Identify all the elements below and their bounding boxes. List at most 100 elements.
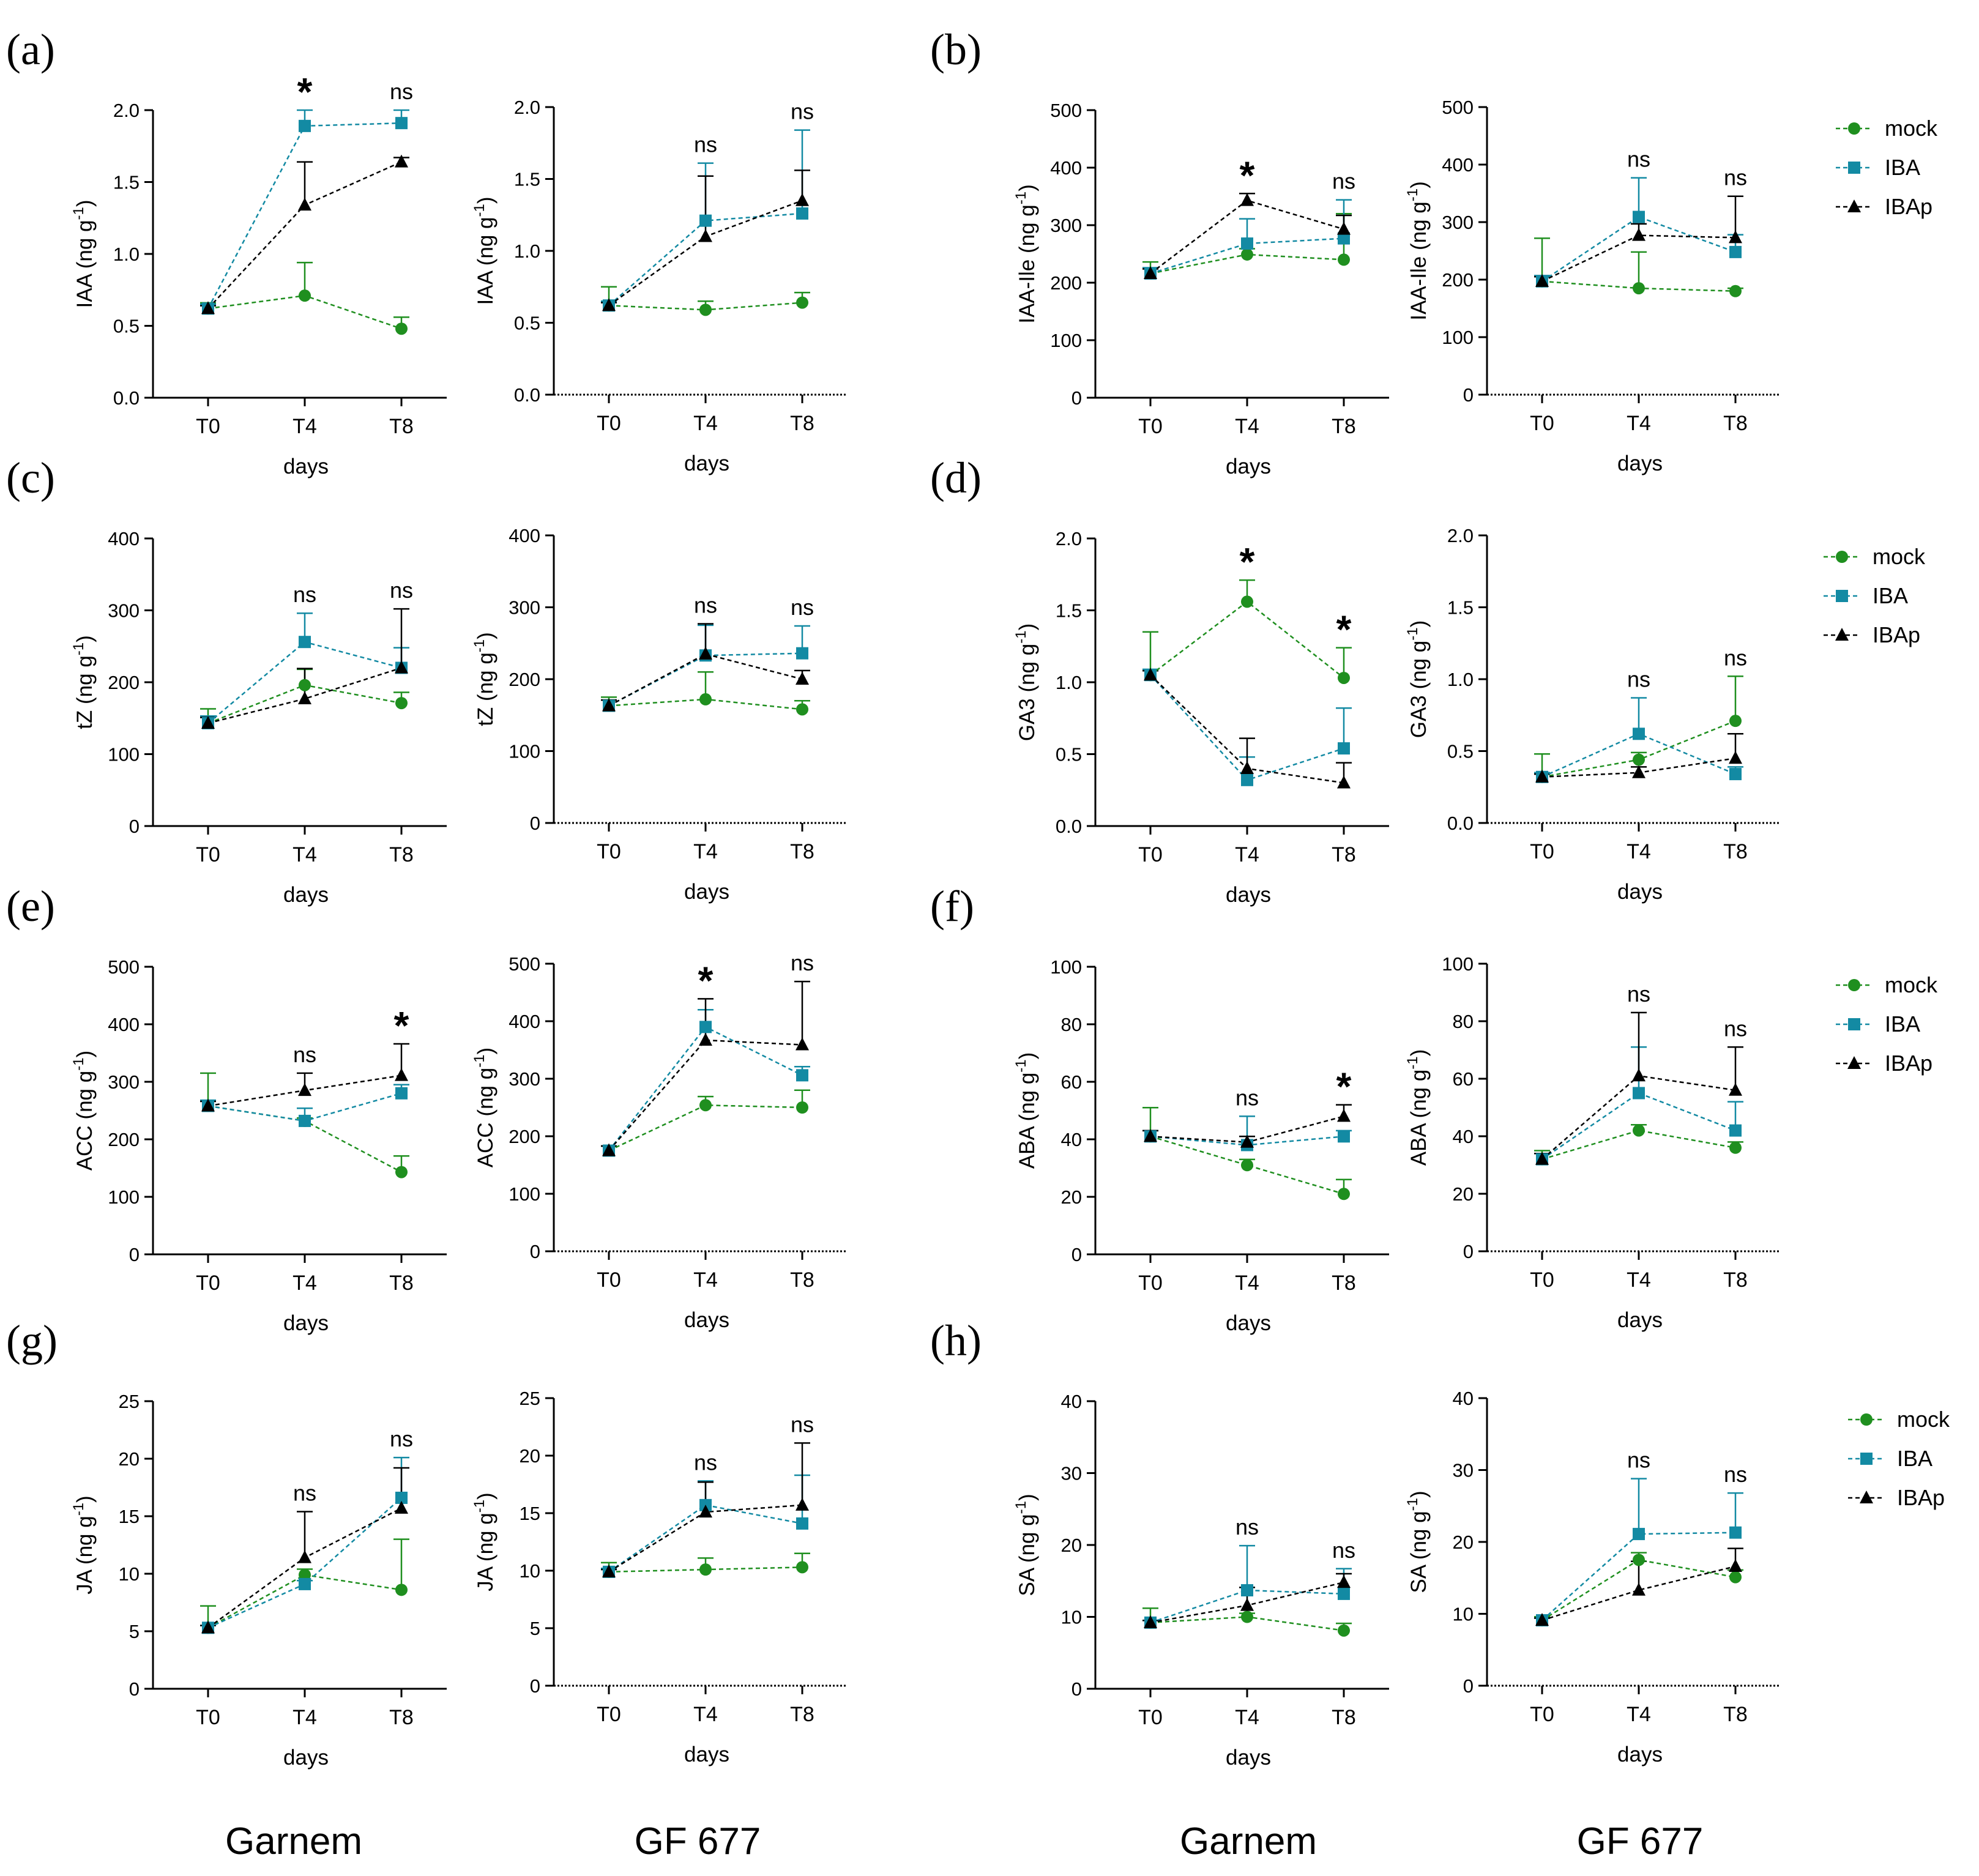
significance-ns: ns: [694, 1450, 717, 1475]
marker-ibap: [1835, 628, 1849, 641]
y-tick-label: 2.0: [1447, 525, 1474, 546]
x-axis-label: days: [684, 452, 729, 475]
x-tick-label: T8: [790, 840, 814, 863]
x-tick-label: T4: [693, 840, 718, 863]
legend: mock IBA IBAp: [1836, 972, 1938, 1076]
marker-mock: [1729, 1141, 1742, 1154]
x-tick-label: T4: [1627, 412, 1651, 435]
x-tick-label: T8: [790, 1268, 814, 1292]
marker-ibap: [298, 1550, 311, 1563]
marker-iba: [1729, 768, 1742, 781]
marker-ibap: [796, 193, 809, 206]
panel-letter: (a): [6, 25, 55, 74]
marker-iba: [299, 636, 311, 649]
marker-ibap: [699, 229, 712, 242]
significance-star: *: [698, 958, 714, 1002]
marker-ibap: [602, 1564, 616, 1577]
y-tick-label: 25: [119, 1391, 140, 1412]
marker-iba: [1848, 162, 1860, 174]
marker-mock: [395, 1584, 408, 1596]
y-axis-label-text: ACC (ng g: [474, 1068, 498, 1167]
legend-label-ibap: IBAp: [1873, 622, 1920, 647]
series-line-iba: [1541, 1092, 1736, 1160]
y-tick-label: 1.5: [1056, 600, 1082, 622]
significance-ns: ns: [1724, 1462, 1747, 1487]
y-tick-label: 0.5: [514, 313, 540, 334]
marker-mock: [299, 289, 311, 302]
y-tick-label: 10: [1061, 1607, 1082, 1628]
significance-ns: ns: [293, 582, 316, 607]
marker-mock: [299, 679, 311, 691]
plot-b-garnem: 0 100 200 300 400 500 T0 T4 T8 days IAA-Ile (ng g-…: [1013, 100, 1389, 478]
x-tick-label: T4: [693, 1268, 718, 1292]
significance-ns: ns: [1235, 1085, 1259, 1110]
x-axis-label: days: [283, 1311, 329, 1335]
significance-star: *: [1336, 608, 1352, 652]
series-line-ibap: [608, 653, 803, 707]
series-line-iba: [1541, 216, 1736, 282]
y-tick-label: 300: [1442, 212, 1474, 233]
y-axis-label-exponent: -1: [1013, 630, 1029, 643]
x-tick-label: T0: [1138, 415, 1163, 438]
y-axis-label: JA (ng g-1): [70, 1495, 97, 1594]
significance-ns: ns: [694, 593, 717, 618]
x-tick-label: T4: [293, 415, 317, 438]
plot-d-gf677: 0.0 0.5 1.0 1.5 2.0 T0 T4 T8 days GA3 (ng g-1) ns n…: [1404, 525, 1781, 904]
marker-ibap: [1729, 751, 1742, 764]
x-axis-label: days: [1226, 1311, 1271, 1335]
marker-mock: [1633, 1554, 1645, 1566]
plot-b-gf677: 0 100 200 300 400 500 T0 T4 T8 days IAA-Ile (ng g-…: [1404, 97, 1781, 475]
y-axis-label-close: ): [73, 1495, 97, 1503]
marker-iba: [1729, 1526, 1742, 1539]
y-tick-label: 400: [108, 528, 140, 549]
y-tick-label: 1.0: [1447, 669, 1474, 690]
marker-mock: [1241, 1159, 1253, 1172]
y-axis-label-text: IAA (ng g: [73, 220, 97, 308]
marker-ibap: [1535, 1152, 1549, 1165]
y-tick-label: 2.0: [514, 97, 540, 118]
x-axis-label: days: [283, 883, 329, 907]
marker-iba: [1860, 1453, 1873, 1465]
marker-mock: [1241, 248, 1253, 261]
y-tick-label: 0: [129, 1244, 140, 1265]
panel-letter: (f): [930, 882, 974, 931]
y-axis-label-close: ): [1015, 623, 1039, 631]
legend: mock IBA IBAp: [1836, 116, 1938, 219]
marker-iba: [395, 117, 408, 130]
marker-mock: [1860, 1413, 1873, 1426]
y-tick-label: 20: [1453, 1183, 1474, 1205]
y-tick-label: 0: [1071, 1678, 1082, 1700]
y-tick-label: 0: [1463, 1675, 1474, 1697]
significance-star: *: [394, 1003, 409, 1048]
x-tick-label: T4: [293, 843, 317, 866]
y-axis-label-exponent: -1: [1404, 1056, 1421, 1069]
marker-ibap: [201, 1620, 215, 1634]
y-tick-label: 100: [1050, 330, 1082, 351]
significance-star: *: [297, 70, 313, 114]
significance-star: *: [1240, 153, 1255, 197]
x-tick-label: T0: [597, 1703, 621, 1726]
x-tick-label: T0: [196, 843, 220, 866]
y-tick-label: 100: [108, 744, 140, 765]
y-tick-label: 15: [520, 1503, 540, 1524]
x-tick-label: T4: [1627, 1268, 1651, 1292]
y-axis-label-text: ABA (ng g: [1015, 1073, 1039, 1169]
y-tick-label: 80: [1061, 1014, 1082, 1035]
y-tick-label: 300: [509, 1068, 540, 1090]
x-tick-label: T0: [1138, 1706, 1163, 1729]
x-tick-label: T4: [1627, 1703, 1651, 1726]
legend-label-mock: mock: [1873, 544, 1926, 569]
y-tick-label: 25: [520, 1388, 540, 1409]
legend: mock IBA IBAp: [1848, 1407, 1950, 1510]
y-tick-label: 400: [1050, 157, 1082, 179]
y-tick-label: 500: [509, 953, 540, 975]
cultivar-caption: Garnem: [225, 1820, 362, 1863]
y-tick-label: 1.5: [113, 172, 140, 193]
marker-ibap: [1240, 1134, 1254, 1148]
plot-d-garnem: 0.0 0.5 1.0 1.5 2.0 T0 T4 T8 days GA3 (ng g-1) * *: [1013, 528, 1389, 907]
marker-ibap: [1860, 1491, 1873, 1503]
marker-iba: [1241, 1584, 1253, 1597]
y-tick-label: 0.5: [1447, 741, 1474, 762]
significance-ns: ns: [1724, 165, 1747, 190]
y-tick-label: 400: [108, 1014, 140, 1035]
